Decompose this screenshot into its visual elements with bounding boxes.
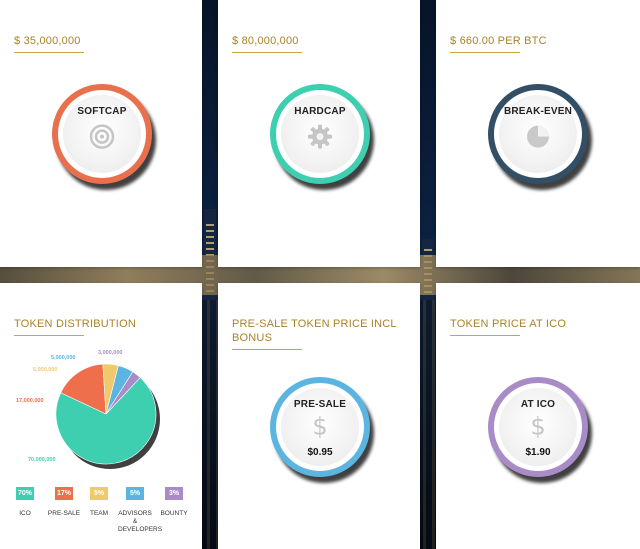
break-even-price: $ 660.00 PER BTC (450, 35, 547, 47)
pre-sale-label: PRE-SALE (293, 399, 347, 410)
pie-slice-ico (55, 377, 157, 465)
legend-item: 3% BOUNTY (157, 487, 191, 518)
ico-label: AT ICO (520, 399, 556, 410)
hardcap-card: $ 80,000,000 HARDCAP (218, 0, 420, 267)
break-even-badge: BREAK-EVEN (488, 84, 588, 184)
break-even-label: BREAK-EVEN (503, 106, 573, 117)
pie-value-label: 17,000,000 (16, 398, 44, 404)
token-distribution-title: TOKEN DISTRIBUTION (14, 318, 136, 330)
title-rule (232, 52, 302, 53)
token-distribution-pie (55, 363, 160, 469)
legend-swatch: 5% (126, 487, 144, 500)
softcap-badge: SOFTCAP (52, 84, 152, 184)
pre-sale-badge: PRE-SALE $ $0.95 (270, 377, 370, 477)
token-distribution-card: TOKEN DISTRIBUTION 70,000,000 17,000,000 5… (0, 283, 202, 549)
svg-text:$: $ (312, 413, 327, 439)
legend-swatch: 3% (165, 487, 183, 500)
hardcap-label: HARDCAP (294, 106, 346, 117)
pie-value-label: 5,000,000 (33, 367, 58, 373)
title-rule (450, 335, 520, 336)
softcap-card: $ 35,000,000 SOFTCAP (0, 0, 202, 267)
break-even-card: $ 660.00 PER BTC BREAK-EVEN (436, 0, 640, 267)
title-rule (232, 349, 302, 350)
ico-badge: AT ICO $ $1.90 (488, 377, 588, 477)
legend-item: 17% PRE-SALE (47, 487, 81, 518)
svg-text:$: $ (530, 413, 545, 439)
legend-swatch: 70% (16, 487, 34, 500)
gear-icon (308, 124, 332, 149)
legend-label: TEAM (89, 510, 109, 517)
legend-label: BOUNTY (160, 510, 188, 517)
pie-value-label: 70,000,000 (28, 457, 56, 463)
pre-sale-card: PRE-SALE TOKEN PRICE INCL BONUS PRE-SALE… (218, 283, 420, 549)
legend-label: ICO (19, 510, 31, 517)
title-rule (14, 335, 84, 336)
pie-value-label: 3,000,000 (98, 350, 123, 356)
pie-slice-bounty (105, 371, 141, 415)
ico-price-card: TOKEN PRICE AT ICO AT ICO $ $1.90 (436, 283, 640, 549)
pre-sale-title: PRE-SALE TOKEN PRICE INCL BONUS (232, 318, 397, 344)
ico-price: $1.90 (525, 447, 551, 458)
pie-chart-icon (527, 125, 549, 148)
hardcap-amount: $ 80,000,000 (232, 35, 299, 47)
pie-value-label: 5,000,000 (51, 355, 76, 361)
legend-label: PRE-SALE (47, 510, 81, 517)
pre-sale-price: $0.95 (307, 447, 333, 458)
ico-price-title: TOKEN PRICE AT ICO (450, 318, 567, 330)
target-icon (89, 124, 115, 149)
title-rule (450, 52, 520, 53)
hardcap-badge: HARDCAP (270, 84, 370, 184)
legend-swatch: 5% (90, 487, 108, 500)
dollar-icon: $ (530, 413, 545, 439)
title-rule (14, 52, 84, 53)
legend-item: 70% ICO (8, 487, 42, 518)
legend-swatch: 17% (55, 487, 73, 500)
dollar-icon: $ (312, 413, 327, 439)
pie-slice-pre-sale (60, 363, 107, 415)
softcap-label: SOFTCAP (77, 106, 127, 117)
legend-label: ADVISORS & DEVELOPERS (118, 510, 163, 533)
legend-item: 5% TEAM (82, 487, 116, 518)
softcap-amount: $ 35,000,000 (14, 35, 81, 47)
legend-item: 5% ADVISORS & DEVELOPERS (118, 487, 163, 534)
